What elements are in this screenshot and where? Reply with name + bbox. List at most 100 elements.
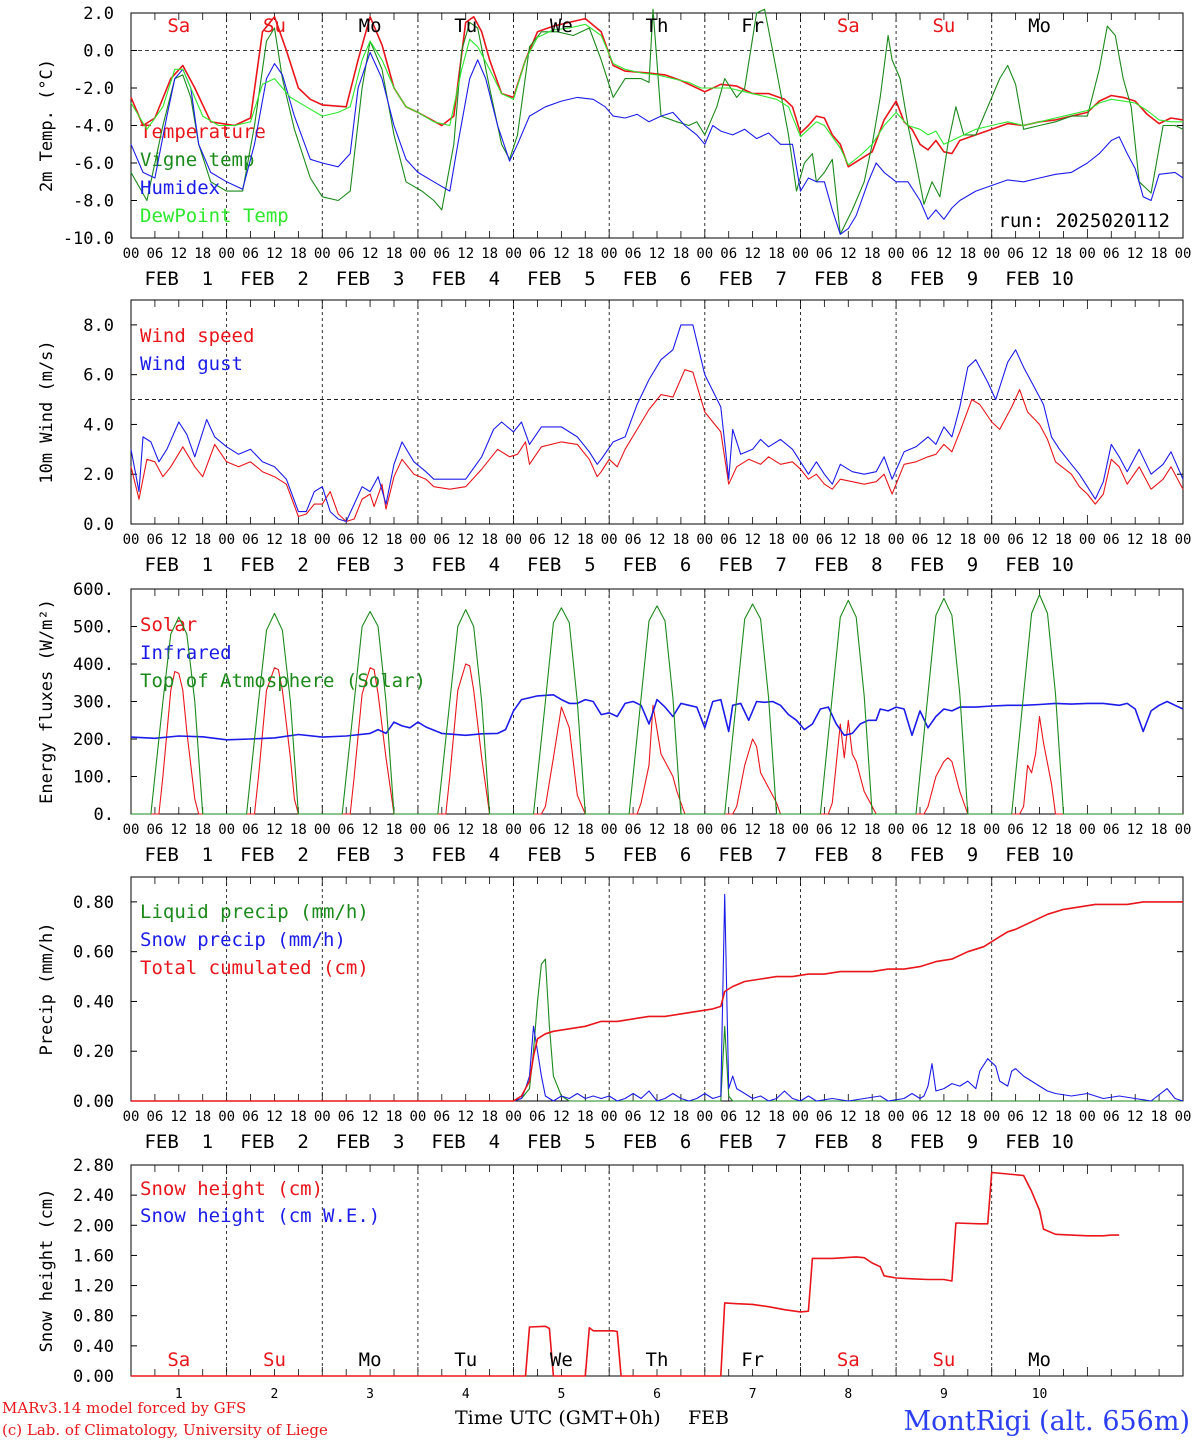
x-hour-label: 06 <box>720 1109 737 1125</box>
station-label: MontRigi (alt. 656m) <box>903 1406 1190 1437</box>
x-hour-label: 12 <box>266 822 283 838</box>
x-hour-label: 18 <box>577 822 594 838</box>
x-hour-label: 12 <box>457 822 474 838</box>
chart-panel-5: 2.80 2.40 2.00 1.60 1.20 0.80 0.40 0.00 Snow hei… <box>37 1156 1184 1402</box>
x-hour-label: 12 <box>744 822 761 838</box>
legend-entry: Top of Atmosphere (Solar) <box>140 670 426 692</box>
x-hour-label: 12 <box>649 822 666 838</box>
weekday-label: Su <box>932 1349 955 1371</box>
x-hour-label: 12 <box>935 532 952 548</box>
x-hour-label: 06 <box>816 822 833 838</box>
weekday-label: Mo <box>359 1349 382 1371</box>
x-hour-label: 12 <box>553 246 570 262</box>
legend-entry: Total cumulated (cm) <box>140 957 369 979</box>
x-hour-label: 18 <box>1055 246 1072 262</box>
y-tick-label: 1.20 <box>73 1277 114 1297</box>
x-hour-label: 18 <box>768 1109 785 1125</box>
weekday-label: Tu <box>454 15 477 37</box>
x-hour-label: 18 <box>1151 822 1168 838</box>
x-date-label: FEB 9 <box>910 1131 979 1153</box>
x-hour-label: 18 <box>864 1109 881 1125</box>
x-hour-label: 18 <box>577 246 594 262</box>
x-hour-label: 18 <box>386 1109 403 1125</box>
x-hour-label: 00 <box>888 822 905 838</box>
x-date-label: FEB 10 <box>1005 554 1074 576</box>
y-axis-label: Precip (mm/h) <box>37 922 57 1055</box>
x-hour-label: 06 <box>338 822 355 838</box>
x-hour-label: 12 <box>1127 822 1144 838</box>
x-date-label: FEB 7 <box>718 554 787 576</box>
x-hour-label: 12 <box>1031 246 1048 262</box>
x-hour-label: 00 <box>601 822 618 838</box>
legend-entry: Humidex <box>140 177 220 199</box>
x-hour-label: 06 <box>433 1109 450 1125</box>
x-date-label: FEB 7 <box>718 268 787 290</box>
legend-entry: Temperature <box>140 121 266 143</box>
day-number-label: 9 <box>940 1387 948 1402</box>
x-date-label: FEB 8 <box>814 1131 883 1153</box>
x-hour-label: 06 <box>816 246 833 262</box>
x-hour-label: 12 <box>362 246 379 262</box>
x-date-label: FEB 6 <box>623 554 692 576</box>
series-line-temperature <box>130 16 1184 168</box>
x-hour-label: 12 <box>170 1109 187 1125</box>
y-tick-label: 0.0 <box>83 42 114 62</box>
day-number-label: 1 <box>175 1387 183 1402</box>
x-date-label: FEB 10 <box>1005 268 1074 290</box>
x-hour-label: 00 <box>1175 532 1192 548</box>
y-tick-label: 400. <box>73 655 114 675</box>
weekday-label: Su <box>263 1349 286 1371</box>
y-tick-label: 2.00 <box>73 1216 114 1236</box>
y-tick-label: 0.00 <box>73 1367 114 1387</box>
x-hour-label: 06 <box>816 532 833 548</box>
y-axis-label: 2m Temp. (°C) <box>37 59 57 192</box>
x-date-label: FEB 10 <box>1005 1131 1074 1153</box>
x-hour-label: 06 <box>625 246 642 262</box>
x-hour-label: 12 <box>744 1109 761 1125</box>
x-hour-label: 12 <box>840 822 857 838</box>
x-date-label: FEB 1 <box>144 268 213 290</box>
x-hour-label: 18 <box>1055 1109 1072 1125</box>
x-hour-label: 06 <box>1103 532 1120 548</box>
x-hour-label: 00 <box>1175 1109 1192 1125</box>
x-date-label: FEB 9 <box>910 844 979 866</box>
x-hour-label: 06 <box>816 1109 833 1125</box>
x-hour-label: 00 <box>792 1109 809 1125</box>
chart-panel-4: 0.80 0.60 0.40 0.20 0.00 Precip (mm/h) 00 06 12 1… <box>37 876 1192 1153</box>
x-hour-label: 00 <box>409 532 426 548</box>
x-hour-label: 06 <box>338 246 355 262</box>
x-hour-label: 18 <box>672 822 689 838</box>
x-hour-label: 06 <box>720 246 737 262</box>
x-date-label: FEB 4 <box>431 268 500 290</box>
x-hour-label: 00 <box>123 246 140 262</box>
day-number-label: 4 <box>462 1387 470 1402</box>
x-hour-label: 06 <box>1007 1109 1024 1125</box>
x-hour-label: 00 <box>505 822 522 838</box>
x-hour-label: 12 <box>1127 246 1144 262</box>
x-hour-label: 12 <box>362 532 379 548</box>
x-date-label: FEB 1 <box>144 554 213 576</box>
x-date-label: FEB 7 <box>718 1131 787 1153</box>
x-axis-label: Time UTC (GMT+0h) <box>455 1407 661 1429</box>
x-hour-label: 00 <box>123 532 140 548</box>
x-date-label: FEB 9 <box>910 554 979 576</box>
y-tick-label: 0.80 <box>73 1307 114 1327</box>
x-hour-label: 06 <box>1007 532 1024 548</box>
x-date-label: FEB 4 <box>431 554 500 576</box>
x-hour-label: 06 <box>146 1109 163 1125</box>
x-date-label: FEB 3 <box>336 844 405 866</box>
x-hour-label: 06 <box>146 246 163 262</box>
x-hour-label: 00 <box>983 822 1000 838</box>
x-hour-label: 12 <box>1031 532 1048 548</box>
weekday-label: Su <box>932 15 955 37</box>
weekday-label: Sa <box>837 1349 860 1371</box>
x-hour-label: 18 <box>672 1109 689 1125</box>
x-hour-label: 00 <box>696 822 713 838</box>
y-tick-label: 500. <box>73 618 114 638</box>
day-number-label: 3 <box>366 1387 374 1402</box>
x-hour-label: 00 <box>696 1109 713 1125</box>
x-hour-label: 06 <box>912 246 929 262</box>
series-line-liquid-precip-mm-h- <box>131 958 1183 1102</box>
